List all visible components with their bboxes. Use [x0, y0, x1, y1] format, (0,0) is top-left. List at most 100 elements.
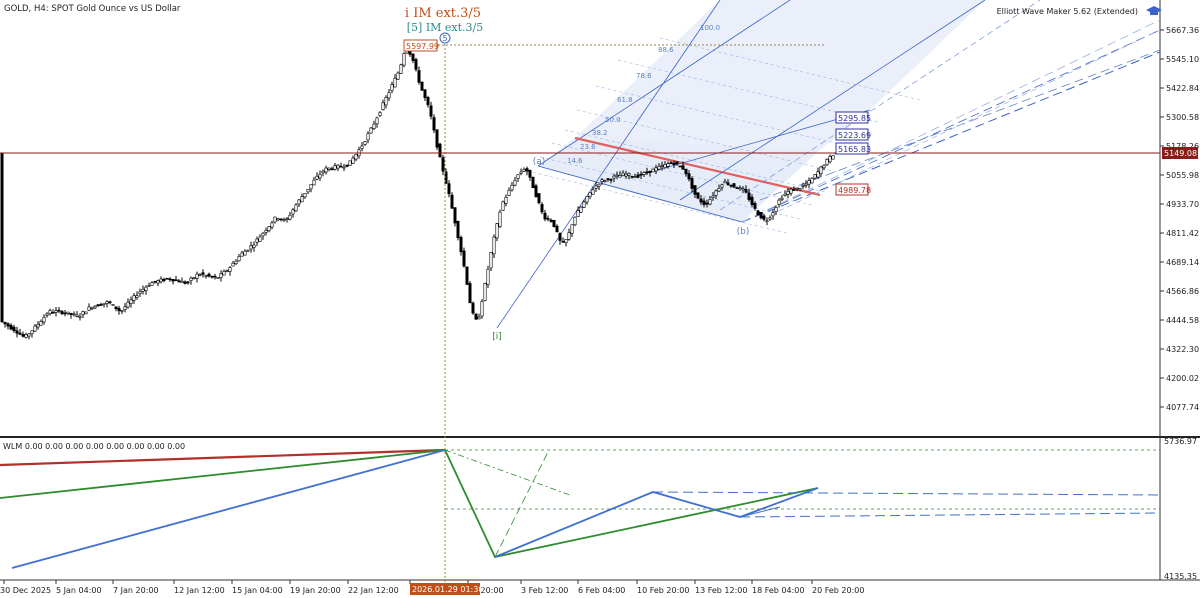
candle-body: [522, 169, 526, 172]
fan-parallel-3[interactable]: [719, 0, 1041, 211]
candle-body: [90, 307, 94, 310]
candle-body: [411, 53, 415, 61]
candle-body: [219, 273, 223, 278]
candle-body: [66, 311, 70, 314]
candle-body: [678, 165, 682, 168]
candle-body: [315, 175, 319, 180]
candle-body: [453, 207, 457, 224]
candle-body: [708, 199, 712, 205]
channel-lower-line[interactable]: [537, 165, 743, 223]
candle-body: [468, 283, 472, 304]
candle-body: [162, 278, 166, 281]
candle-body: [432, 117, 436, 131]
candle-body: [123, 306, 127, 310]
oscillator-pane: [0, 440, 1160, 580]
wave-i-label[interactable]: [i]: [492, 332, 502, 342]
price-tick-label: 5667.36: [1166, 26, 1199, 35]
current-price-label: 5149.08: [1164, 149, 1197, 158]
candle-body: [150, 282, 154, 286]
candle-body: [339, 165, 343, 168]
candle-body: [309, 184, 313, 190]
candle-body: [684, 168, 688, 175]
graduation-cap-icon[interactable]: [1146, 6, 1162, 15]
wave-i-trendline[interactable]: [496, 0, 721, 329]
red-trendline[interactable]: [574, 136, 821, 197]
candle-body: [498, 211, 502, 227]
candle-body: [60, 311, 64, 314]
candle-body: [420, 81, 424, 91]
candle-body: [789, 188, 793, 194]
price-tick-label: 5055.98: [1166, 171, 1199, 180]
candle-body: [513, 180, 517, 186]
candle-body: [648, 170, 652, 173]
level-red-label: 4989.78: [838, 186, 871, 195]
oscillator-scale-top: 5736.97: [1164, 437, 1197, 446]
candle-body: [603, 180, 607, 183]
fib-level-label: 23.6: [580, 143, 596, 151]
time-tick-label: 20 Feb 20:00: [812, 586, 864, 595]
price-tick-label: 5178.26: [1166, 142, 1199, 151]
projection-line-2[interactable]: [741, 29, 1161, 223]
candle-body: [348, 160, 352, 166]
candle-body: [30, 330, 34, 335]
candle-body: [42, 316, 46, 323]
candle-body: [576, 210, 580, 217]
candle-body: [105, 301, 109, 304]
fan-parallel-2[interactable]: [679, 0, 986, 201]
candle-body: [702, 200, 706, 205]
candle-body: [72, 313, 76, 316]
candle-body: [225, 270, 229, 272]
candle-body: [189, 277, 193, 281]
candle-body: [414, 59, 418, 70]
candle-body: [417, 70, 421, 83]
wave-5-marker[interactable]: [439, 32, 451, 44]
wave-5-label: 5: [442, 34, 447, 43]
candle-body: [102, 303, 106, 305]
candle-body: [183, 281, 187, 284]
candle-body: [261, 232, 265, 237]
candle-body: [57, 309, 61, 312]
candle-body: [663, 164, 667, 168]
candle-body: [270, 222, 274, 228]
candle-body: [507, 189, 511, 196]
candle-body: [117, 307, 121, 312]
candle-body: [99, 304, 103, 306]
level-blue-3-label: 5165.83: [838, 145, 871, 154]
candle-body: [588, 192, 592, 197]
candle-body: [81, 311, 85, 315]
candle-body: [21, 334, 25, 337]
candle-body: [651, 168, 655, 173]
candle-body: [279, 218, 283, 221]
candle-body: [543, 212, 547, 220]
candle-body: [657, 165, 661, 170]
candle-body: [381, 102, 385, 111]
candle-body: [474, 313, 478, 320]
candle-body: [828, 156, 832, 163]
candle-body: [330, 168, 334, 171]
candle-body: [84, 311, 88, 315]
fan-parallel-4[interactable]: [759, 29, 1161, 221]
candle-body: [564, 238, 568, 244]
projection-line-3[interactable]: [741, 19, 1161, 223]
time-tick-label: 15 Jan 04:00: [232, 586, 283, 595]
channel-lines[interactable]: [496, 0, 1161, 329]
candle-body: [759, 212, 763, 219]
candle-body: [192, 277, 196, 279]
symbol-info: GOLD, H4: SPOT Gold Ounce vs US Dollar: [4, 4, 181, 14]
candle-body: [366, 133, 370, 141]
candle-body: [477, 316, 481, 320]
fib-level-label: 88.6: [658, 46, 674, 54]
candle-body: [204, 275, 208, 277]
candle-body: [222, 270, 226, 276]
candle-body: [108, 301, 112, 304]
candle-body: [801, 185, 805, 187]
osc-blue-line-2: [494, 487, 819, 558]
price-tick-label: 4689.14: [1166, 258, 1199, 267]
wave-a-label[interactable]: (a): [533, 157, 546, 167]
candle-body: [387, 92, 391, 99]
wave-b-label[interactable]: (b): [737, 227, 750, 237]
indicator-name: Elliott Wave Maker 5.62 (Extended): [997, 7, 1138, 16]
fan-parallel-1[interactable]: [639, 109, 871, 176]
time-tick-label: 19 Jan 20:00: [290, 586, 341, 595]
candle-body: [618, 175, 622, 178]
